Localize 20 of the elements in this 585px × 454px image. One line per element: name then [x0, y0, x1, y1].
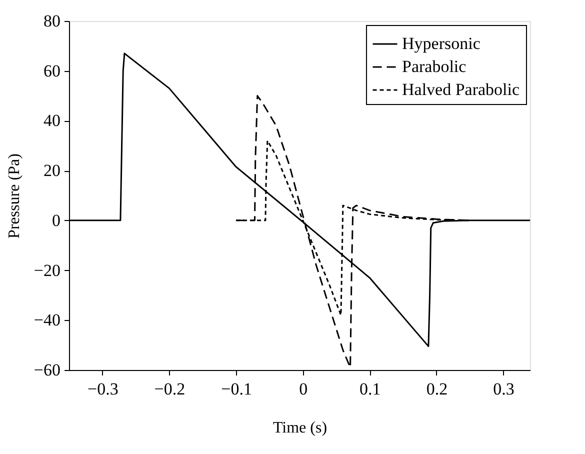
y-tick-label: −40	[34, 310, 60, 330]
y-tick-label: 40	[44, 111, 60, 130]
y-tick-label: 20	[44, 161, 60, 180]
y-tick-label: 0	[52, 210, 60, 230]
x-tick-label: 0.1	[360, 380, 381, 398]
y-tick-label: 80	[44, 12, 60, 30]
x-tick-label: −0.1	[221, 380, 252, 398]
legend-label: Halved Parabolic	[402, 80, 520, 99]
legend-label: Hypersonic	[402, 34, 481, 53]
x-tick-label: 0	[299, 380, 308, 398]
y-axis-title: Pressure (Pa)	[6, 154, 23, 238]
x-tick-label: −0.3	[87, 380, 118, 398]
x-tick-label: 0.2	[426, 380, 448, 398]
x-axis-title: Time (s)	[272, 420, 328, 436]
y-tick-label: 60	[44, 61, 60, 80]
legend-label: Parabolic	[402, 57, 467, 76]
y-tick-label: −60	[34, 360, 60, 380]
x-tick-label: −0.2	[154, 380, 186, 398]
y-tick-label: −20	[34, 260, 60, 280]
x-tick-label: 0.3	[493, 380, 514, 398]
